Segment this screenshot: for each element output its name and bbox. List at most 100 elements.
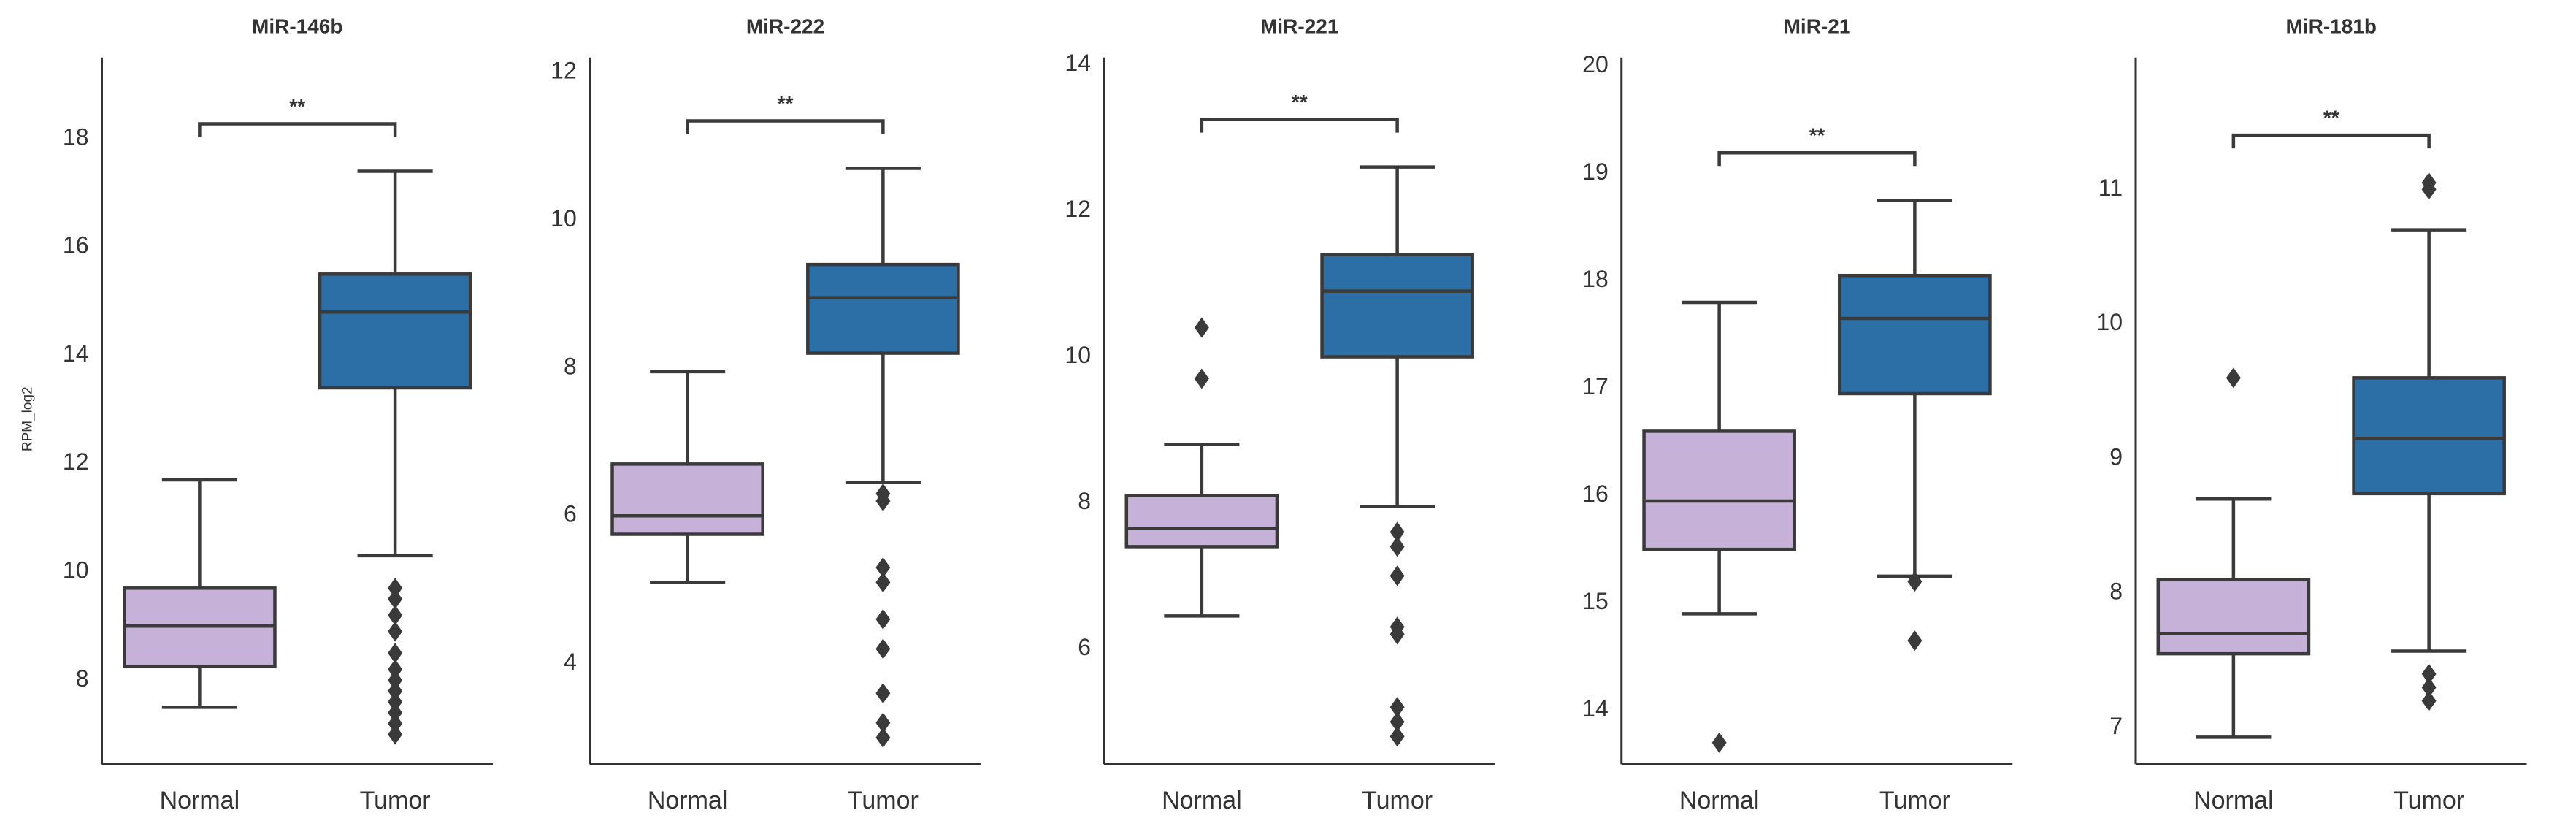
outlier xyxy=(2421,677,2437,698)
outlier xyxy=(1389,565,1405,586)
y-tick-label: 7 xyxy=(2109,713,2123,739)
x-tick-label: Tumor xyxy=(1362,787,1433,814)
significance-label: ** xyxy=(1292,91,1308,113)
significance-bracket xyxy=(686,119,885,134)
y-tick-label: 10 xyxy=(551,205,577,232)
significance-label: ** xyxy=(289,95,305,118)
panel: MiR-221 6 8 10 12 14 Normal Tumor ** xyxy=(1065,15,1495,814)
panel-title: MiR-146b xyxy=(252,15,342,38)
y-tick-label: 9 xyxy=(2109,443,2123,470)
outlier xyxy=(388,691,403,712)
y-tick-label: 4 xyxy=(564,649,577,675)
outlier xyxy=(1907,630,1923,651)
significance-bracket xyxy=(1200,118,1399,133)
outlier xyxy=(388,621,403,642)
y-tick-label: 16 xyxy=(63,232,89,259)
y-tick-label: 8 xyxy=(76,665,89,692)
significance-label: ** xyxy=(778,92,794,115)
y-tick-label: 14 xyxy=(1582,695,1609,722)
y-tick-label: 10 xyxy=(1065,342,1091,368)
panel: MiR-181b 7 8 9 10 11 Normal Tumor ** xyxy=(2096,15,2527,814)
panel-title: MiR-222 xyxy=(746,15,824,38)
outlier xyxy=(1389,711,1405,733)
box xyxy=(318,272,472,390)
significance-bracket xyxy=(198,122,397,137)
x-tick-label: Tumor xyxy=(360,787,431,814)
outlier xyxy=(1194,368,1209,389)
outlier xyxy=(875,490,891,511)
y-tick-label: 10 xyxy=(63,557,89,584)
box xyxy=(610,462,764,536)
y-tick-label: 17 xyxy=(1582,373,1609,400)
y-tick-label: 14 xyxy=(63,340,89,367)
y-tick-label: 18 xyxy=(1582,266,1609,292)
x-tick-label: Normal xyxy=(2193,787,2274,814)
outlier xyxy=(1711,732,1727,753)
outlier xyxy=(875,683,891,704)
outlier xyxy=(388,589,403,610)
outlier xyxy=(1389,536,1405,557)
box xyxy=(1838,273,1992,396)
y-tick-label: 8 xyxy=(2109,578,2123,605)
outlier xyxy=(875,638,891,660)
y-tick-label: 12 xyxy=(1065,196,1091,222)
x-tick-label: Tumor xyxy=(848,787,919,814)
box xyxy=(1642,429,1796,551)
y-tick-label: 12 xyxy=(63,448,89,475)
y-tick-label: 6 xyxy=(1078,634,1091,660)
outlier xyxy=(2421,179,2437,200)
outlier xyxy=(388,681,403,702)
panel-title: MiR-181b xyxy=(2286,15,2377,38)
outlier xyxy=(1389,624,1405,645)
outlier xyxy=(388,659,403,680)
box xyxy=(1320,253,1474,359)
y-tick-label: 6 xyxy=(564,501,577,527)
outlier xyxy=(388,643,403,664)
box xyxy=(1124,494,1279,549)
panel: MiR-146b RPM_log2 8 10 12 14 16 18 Normal Tumor ** xyxy=(20,15,493,814)
box xyxy=(2156,578,2311,656)
y-tick-label: 19 xyxy=(1582,158,1609,185)
x-tick-label: Normal xyxy=(160,787,240,814)
y-tick-label: 20 xyxy=(1582,51,1609,77)
x-tick-label: Normal xyxy=(1679,787,1760,814)
outlier xyxy=(875,712,891,733)
outlier xyxy=(1907,571,1923,592)
outlier xyxy=(2421,663,2437,684)
outlier xyxy=(875,557,891,578)
outlier xyxy=(2226,367,2241,389)
significance-label: ** xyxy=(2323,107,2339,129)
box xyxy=(806,262,960,355)
significance-bracket xyxy=(2231,133,2431,149)
panel: MiR-21 14 15 16 17 18 19 20 Normal Tumor ** xyxy=(1582,15,2013,814)
outlier xyxy=(1389,726,1405,747)
y-tick-label: 16 xyxy=(1582,481,1609,507)
box xyxy=(2352,376,2506,496)
outlier xyxy=(875,608,891,630)
panel-title: MiR-21 xyxy=(1784,15,1851,38)
x-tick-label: Normal xyxy=(648,787,728,814)
y-tick-label: 14 xyxy=(1065,50,1091,76)
y-tick-label: 8 xyxy=(1078,488,1091,514)
x-tick-label: Normal xyxy=(1162,787,1242,814)
x-tick-label: Tumor xyxy=(1879,787,1950,814)
y-axis-label: RPM_log2 xyxy=(20,386,35,451)
outlier xyxy=(388,670,403,691)
outlier xyxy=(875,727,891,748)
outlier xyxy=(1389,521,1405,543)
panel-title: MiR-221 xyxy=(1260,15,1338,38)
x-tick-label: Tumor xyxy=(2393,787,2464,814)
significance-label: ** xyxy=(1809,124,1825,147)
outlier xyxy=(388,724,403,745)
outlier xyxy=(1389,697,1405,718)
outlier xyxy=(388,578,403,599)
y-tick-label: 8 xyxy=(564,353,577,379)
y-tick-label: 12 xyxy=(551,57,577,83)
panel: MiR-222 4 6 8 10 12 Normal Tumor ** xyxy=(551,15,981,814)
outlier xyxy=(1194,317,1209,338)
outlier xyxy=(388,702,403,723)
y-tick-label: 11 xyxy=(2098,175,2123,201)
y-tick-label: 10 xyxy=(2096,309,2123,335)
